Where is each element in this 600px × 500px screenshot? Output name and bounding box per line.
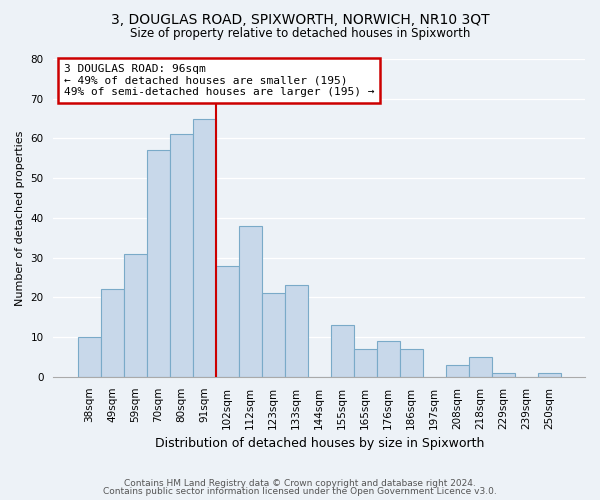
Bar — [77, 337, 101, 377]
Text: Size of property relative to detached houses in Spixworth: Size of property relative to detached ho… — [130, 28, 470, 40]
Text: 3, DOUGLAS ROAD, SPIXWORTH, NORWICH, NR10 3QT: 3, DOUGLAS ROAD, SPIXWORTH, NORWICH, NR1… — [110, 12, 490, 26]
Y-axis label: Number of detached properties: Number of detached properties — [15, 130, 25, 306]
Bar — [215, 266, 239, 377]
Bar — [193, 118, 215, 377]
X-axis label: Distribution of detached houses by size in Spixworth: Distribution of detached houses by size … — [155, 437, 484, 450]
Bar — [101, 290, 124, 377]
Bar — [284, 286, 308, 377]
Bar — [538, 373, 561, 377]
Bar — [262, 294, 284, 377]
Bar — [170, 134, 193, 377]
Bar — [124, 254, 146, 377]
Bar — [469, 357, 492, 377]
Bar — [239, 226, 262, 377]
Bar — [400, 349, 423, 377]
Text: 3 DOUGLAS ROAD: 96sqm
← 49% of detached houses are smaller (195)
49% of semi-det: 3 DOUGLAS ROAD: 96sqm ← 49% of detached … — [64, 64, 374, 97]
Bar — [354, 349, 377, 377]
Text: Contains HM Land Registry data © Crown copyright and database right 2024.: Contains HM Land Registry data © Crown c… — [124, 478, 476, 488]
Bar — [492, 373, 515, 377]
Text: Contains public sector information licensed under the Open Government Licence v3: Contains public sector information licen… — [103, 487, 497, 496]
Bar — [377, 341, 400, 377]
Bar — [331, 325, 354, 377]
Bar — [446, 365, 469, 377]
Bar — [146, 150, 170, 377]
